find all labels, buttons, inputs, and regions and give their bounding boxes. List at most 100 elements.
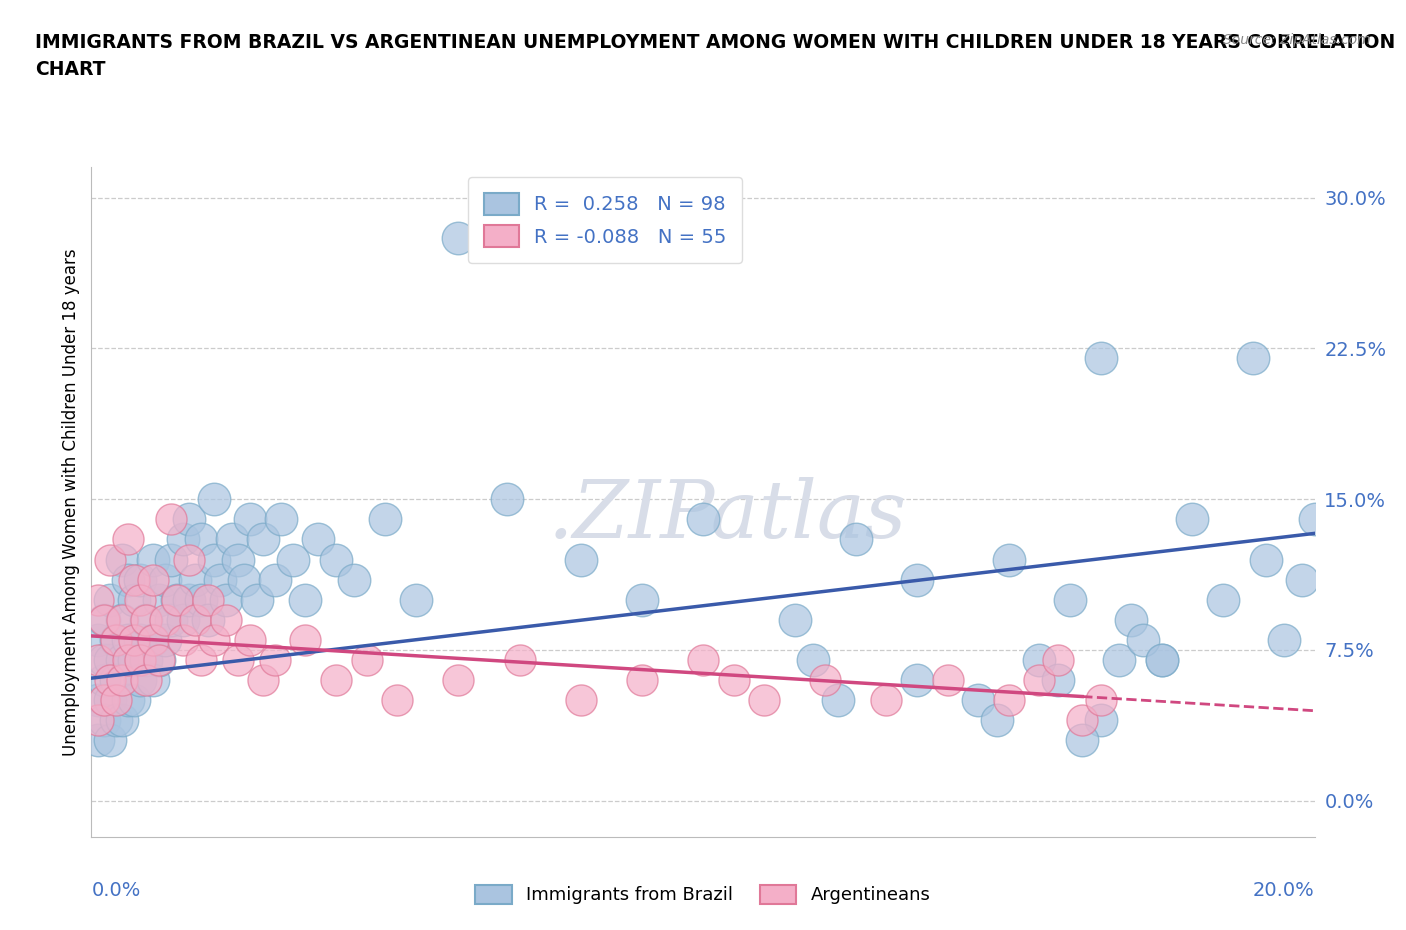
Point [190,532,212,547]
Point [252,532,274,547]
Text: 0.0%: 0.0% [91,882,141,900]
Point [801,653,824,668]
Point [153,612,176,627]
Point [93,612,115,627]
Point [122,632,145,647]
Point [93,672,115,687]
Point [141,672,163,687]
Point [117,693,139,708]
Point [569,693,592,708]
Point [233,572,256,587]
Point [197,612,219,627]
Point [86,592,108,607]
Point [135,672,157,687]
Point [148,592,170,607]
Point [405,592,427,607]
Point [1243,351,1265,365]
Point [252,672,274,687]
Point [270,512,292,526]
Point [998,552,1021,567]
Point [1181,512,1204,526]
Point [239,512,262,526]
Point [172,532,194,547]
Point [117,632,139,647]
Point [141,552,163,567]
Point [86,632,108,647]
Point [215,612,238,627]
Point [98,672,121,687]
Point [148,653,170,668]
Point [631,672,654,687]
Point [141,572,163,587]
Text: Source: ZipAtlas.com: Source: ZipAtlas.com [1223,33,1371,46]
Point [141,632,163,647]
Point [967,693,990,708]
Point [374,512,396,526]
Point [245,592,267,607]
Point [283,552,305,567]
Point [129,653,152,668]
Text: .ZIPatlas: .ZIPatlas [548,477,907,554]
Point [202,492,225,507]
Point [98,733,121,748]
Point [325,672,347,687]
Point [117,653,139,668]
Point [1212,592,1234,607]
Point [905,572,928,587]
Point [98,592,121,607]
Point [294,632,316,647]
Point [202,632,225,647]
Point [845,532,868,547]
Point [98,552,121,567]
Point [1291,572,1313,587]
Point [1046,653,1069,668]
Point [325,552,347,567]
Point [111,552,134,567]
Point [1254,552,1277,567]
Point [294,592,316,607]
Point [93,612,115,627]
Point [104,713,127,728]
Point [122,693,145,708]
Point [184,612,207,627]
Point [129,632,152,647]
Point [1150,653,1173,668]
Point [135,653,157,668]
Point [1046,672,1069,687]
Point [111,672,134,687]
Point [93,693,115,708]
Text: 20.0%: 20.0% [1253,882,1315,900]
Point [93,713,115,728]
Point [86,733,108,748]
Point [569,552,592,567]
Point [179,552,201,567]
Point [215,592,238,607]
Point [692,653,714,668]
Point [190,653,212,668]
Legend: R =  0.258   N = 98, R = -0.088   N = 55: R = 0.258 N = 98, R = -0.088 N = 55 [468,177,742,263]
Point [172,632,194,647]
Point [208,572,231,587]
Point [98,693,121,708]
Point [129,592,152,607]
Point [93,653,115,668]
Point [1150,653,1173,668]
Point [1090,713,1112,728]
Point [447,231,470,246]
Point [1059,592,1081,607]
Point [1272,632,1295,647]
Point [160,612,183,627]
Point [172,612,194,627]
Point [190,592,212,607]
Point [343,572,366,587]
Point [104,632,127,647]
Point [447,672,470,687]
Point [307,532,329,547]
Text: CHART: CHART [35,60,105,79]
Point [385,693,409,708]
Point [98,653,121,668]
Point [1071,713,1094,728]
Point [111,713,134,728]
Y-axis label: Unemployment Among Women with Children Under 18 years: Unemployment Among Women with Children U… [62,248,80,756]
Point [197,592,219,607]
